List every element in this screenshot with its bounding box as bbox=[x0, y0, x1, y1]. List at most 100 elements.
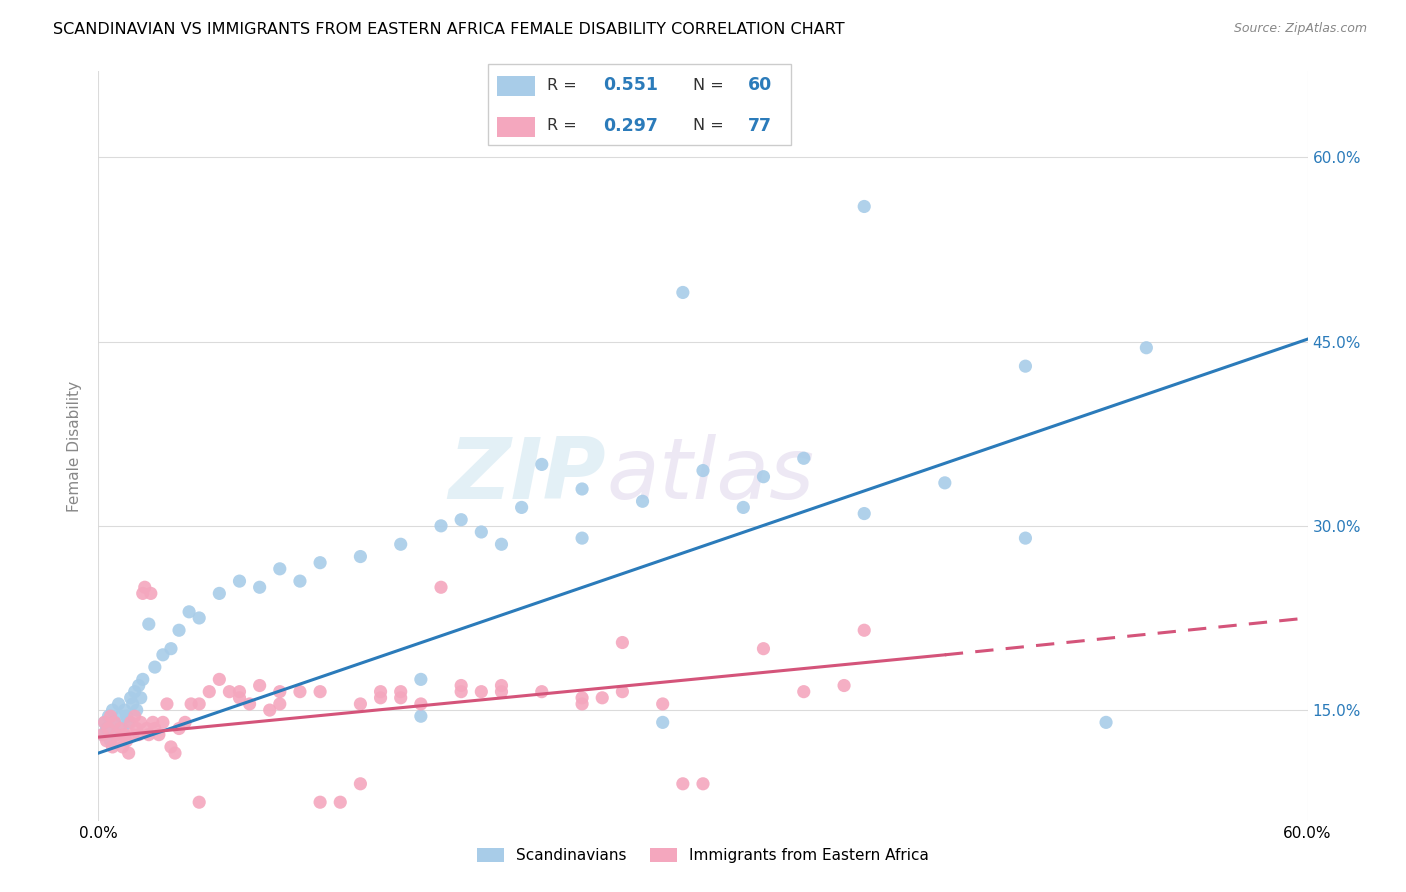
Point bbox=[752, 641, 775, 656]
Point bbox=[163, 746, 186, 760]
Point bbox=[370, 690, 392, 705]
Point bbox=[571, 531, 593, 545]
Point bbox=[692, 464, 714, 478]
Point bbox=[591, 690, 613, 705]
Point bbox=[530, 458, 553, 472]
Legend: Scandinavians, Immigrants from Eastern Africa: Scandinavians, Immigrants from Eastern A… bbox=[471, 842, 935, 869]
Point bbox=[409, 697, 432, 711]
Point bbox=[134, 580, 156, 594]
Text: SCANDINAVIAN VS IMMIGRANTS FROM EASTERN AFRICA FEMALE DISABILITY CORRELATION CHA: SCANDINAVIAN VS IMMIGRANTS FROM EASTERN … bbox=[53, 22, 845, 37]
Point bbox=[139, 586, 162, 600]
Point bbox=[188, 697, 211, 711]
Point bbox=[409, 673, 432, 687]
Point bbox=[107, 697, 129, 711]
Point bbox=[128, 679, 150, 693]
Point bbox=[110, 722, 132, 736]
Point bbox=[118, 746, 141, 760]
Text: Source: ZipAtlas.com: Source: ZipAtlas.com bbox=[1233, 22, 1367, 36]
FancyBboxPatch shape bbox=[488, 64, 792, 145]
Point bbox=[491, 537, 513, 551]
Point bbox=[96, 722, 118, 736]
Point bbox=[450, 679, 472, 693]
Point bbox=[114, 703, 136, 717]
Point bbox=[129, 715, 152, 730]
Point bbox=[349, 697, 371, 711]
Text: 0.297: 0.297 bbox=[603, 117, 658, 135]
Point bbox=[135, 722, 157, 736]
Point bbox=[692, 777, 714, 791]
Point bbox=[450, 513, 472, 527]
Point bbox=[96, 733, 118, 747]
Point bbox=[309, 795, 332, 809]
Text: atlas: atlas bbox=[606, 434, 814, 517]
Point bbox=[180, 697, 202, 711]
Point bbox=[651, 715, 673, 730]
Point bbox=[111, 722, 134, 736]
Point bbox=[228, 684, 250, 698]
Point bbox=[409, 709, 432, 723]
Text: N =: N = bbox=[693, 119, 728, 134]
Point bbox=[105, 728, 128, 742]
Point bbox=[142, 715, 165, 730]
Point bbox=[167, 624, 190, 638]
Point bbox=[239, 697, 262, 711]
Point bbox=[148, 728, 170, 742]
Point bbox=[105, 728, 128, 742]
Point bbox=[121, 697, 143, 711]
Point bbox=[832, 679, 855, 693]
Text: 0.551: 0.551 bbox=[603, 77, 658, 95]
Point bbox=[100, 733, 122, 747]
Point bbox=[269, 697, 291, 711]
Point bbox=[91, 728, 114, 742]
Point bbox=[93, 715, 115, 730]
Point bbox=[1095, 715, 1118, 730]
Text: 77: 77 bbox=[748, 117, 772, 135]
Point bbox=[132, 586, 155, 600]
Point bbox=[269, 562, 291, 576]
Point bbox=[156, 697, 179, 711]
Point bbox=[259, 703, 281, 717]
Text: R =: R = bbox=[547, 119, 582, 134]
Point bbox=[93, 715, 115, 730]
Point bbox=[125, 722, 148, 736]
Point bbox=[138, 617, 160, 632]
Point bbox=[97, 722, 120, 736]
Point bbox=[853, 624, 876, 638]
Text: R =: R = bbox=[547, 78, 582, 93]
Point bbox=[121, 728, 143, 742]
Point bbox=[491, 679, 513, 693]
Point bbox=[115, 709, 138, 723]
Point bbox=[288, 684, 311, 698]
Point bbox=[124, 709, 146, 723]
Point bbox=[167, 722, 190, 736]
Text: ZIP: ZIP bbox=[449, 434, 606, 517]
Point bbox=[228, 690, 250, 705]
Point bbox=[129, 690, 152, 705]
Point bbox=[1014, 359, 1036, 373]
Point bbox=[651, 697, 673, 711]
Point bbox=[288, 574, 311, 588]
Point bbox=[470, 684, 492, 698]
Point bbox=[269, 684, 291, 698]
Point bbox=[111, 739, 134, 754]
Point bbox=[103, 715, 125, 730]
Point bbox=[612, 635, 634, 649]
Bar bbox=[498, 76, 534, 96]
Point bbox=[530, 684, 553, 698]
Point bbox=[125, 703, 148, 717]
Point bbox=[107, 733, 129, 747]
Point bbox=[1135, 341, 1157, 355]
Point bbox=[612, 684, 634, 698]
Point bbox=[208, 673, 231, 687]
Point bbox=[174, 715, 197, 730]
Point bbox=[100, 709, 122, 723]
Text: 60: 60 bbox=[748, 77, 772, 95]
Point bbox=[208, 586, 231, 600]
Point bbox=[132, 673, 155, 687]
Point bbox=[571, 690, 593, 705]
Point bbox=[188, 611, 211, 625]
Point bbox=[752, 469, 775, 483]
Point bbox=[853, 199, 876, 213]
Point bbox=[160, 739, 183, 754]
Point bbox=[91, 728, 114, 742]
